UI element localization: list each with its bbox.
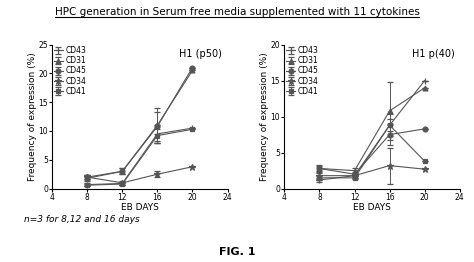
Text: H1 (p50): H1 (p50) xyxy=(179,49,222,59)
Y-axis label: Frequency of expression (%): Frequency of expression (%) xyxy=(28,52,37,181)
Text: n=3 for 8,12 and 16 days: n=3 for 8,12 and 16 days xyxy=(24,215,139,224)
Legend: CD43, CD31, CD45, CD34, CD41: CD43, CD31, CD45, CD34, CD41 xyxy=(286,46,318,96)
X-axis label: EB DAYS: EB DAYS xyxy=(121,203,159,212)
X-axis label: EB DAYS: EB DAYS xyxy=(353,203,391,212)
Y-axis label: Frequency of expression (%): Frequency of expression (%) xyxy=(260,52,269,181)
Legend: CD43, CD31, CD45, CD34, CD41: CD43, CD31, CD45, CD34, CD41 xyxy=(54,46,86,96)
Text: FIG. 1: FIG. 1 xyxy=(219,247,255,257)
Text: HPC generation in Serum free media supplemented with 11 cytokines: HPC generation in Serum free media suppl… xyxy=(55,7,419,17)
Text: H1 p(40): H1 p(40) xyxy=(412,49,455,59)
